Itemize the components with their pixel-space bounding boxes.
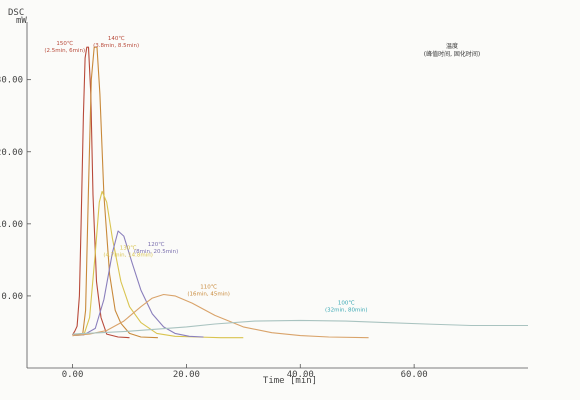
x-axis-label: Time [min] [263, 376, 317, 386]
series-line-100℃ [72, 319, 528, 335]
series-line-150℃ [72, 46, 130, 339]
legend-subtitle: (峰值时间, 固化时间) [424, 50, 481, 58]
x-tick-label: 40.00 [287, 370, 314, 380]
series-line-120℃ [72, 230, 204, 338]
annotation-label: 150℃ [56, 40, 73, 47]
annotation-label: 120℃ [148, 241, 165, 248]
annotation-140℃: 140℃(3.8min, 8.5min) [93, 35, 139, 49]
annotation-110℃: 110℃(16min, 45min) [187, 283, 230, 297]
annotation-150℃: 150℃(2.5min, 6min) [44, 40, 85, 54]
series-line-140℃ [72, 46, 158, 339]
y-tick-label: 20.00 [0, 148, 23, 158]
annotation-sublabel: (2.5min, 6min) [44, 48, 85, 54]
series-group [72, 46, 528, 339]
annotation-sublabel: (16min, 45min) [187, 291, 230, 297]
y-axis-unit: mW [16, 16, 27, 26]
annotations: 150℃(2.5min, 6min) 140℃(3.8min, 8.5min) 13… [44, 35, 367, 313]
series-line-110℃ [72, 293, 369, 339]
y-tick-label: 30.00 [0, 76, 23, 86]
annotation-label: 140℃ [108, 35, 125, 42]
annotation-sublabel: (32min, 80min) [325, 307, 368, 313]
y-tick-label: 0.00 [1, 292, 23, 302]
x-tick-label: 0.00 [62, 370, 84, 380]
x-tick-label: 60.00 [401, 370, 428, 380]
annotation-130℃: 130℃(4.7min, 14.8min) [103, 244, 153, 258]
y-axis-label: DSC [8, 8, 24, 18]
annotation-sublabel: (8min, 20.5min) [134, 249, 178, 255]
annotation-100℃: 100℃(32min, 80min) [325, 299, 368, 313]
y-tick-label: 10.00 [0, 220, 23, 230]
annotation-label: 130℃ [120, 244, 137, 251]
x-tick-label: 20.00 [173, 370, 200, 380]
legend: 温度 (峰值时间, 固化时间) [424, 42, 481, 58]
annotation-sublabel: (3.8min, 8.5min) [93, 43, 139, 49]
annotation-label: 110℃ [200, 283, 217, 290]
legend-title: 温度 [446, 42, 458, 50]
axes: 0.00 10.00 20.00 30.00 0.00 20.00 40.00 60.00 [0, 22, 528, 380]
annotation-sublabel: (4.7min, 14.8min) [103, 252, 153, 258]
series-line-130℃ [72, 190, 244, 339]
annotation-label: 100℃ [338, 299, 355, 306]
annotation-120℃: 120℃(8min, 20.5min) [134, 241, 178, 255]
